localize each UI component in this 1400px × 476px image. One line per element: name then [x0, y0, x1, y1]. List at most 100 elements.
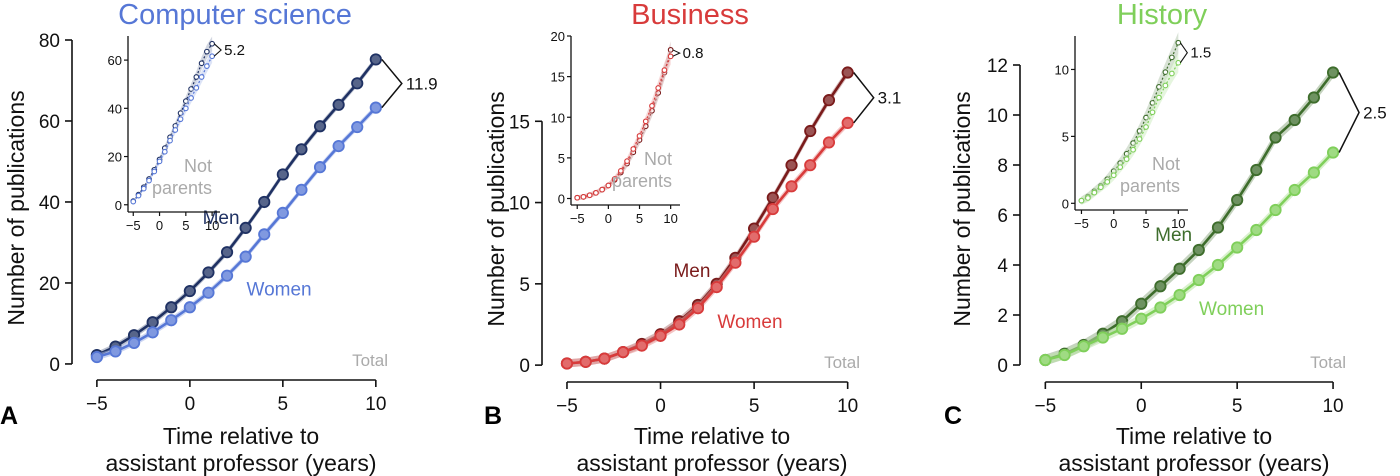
inset-x-tick-label: 10: [663, 211, 677, 226]
inset-point-women: [130, 198, 137, 205]
data-point-women: [295, 183, 308, 196]
data-point-women: [258, 228, 271, 241]
data-point-men: [276, 168, 289, 181]
gap-value-label: 3.1: [878, 89, 902, 108]
y-tick-label: 5: [519, 275, 530, 296]
y-tick-label: 0: [997, 356, 1008, 377]
x-tick-label: 10: [365, 394, 386, 415]
inset-gap-bracket: [1179, 42, 1188, 64]
inset-y-tick-label: 0: [1062, 196, 1069, 211]
y-tick-label: 4: [997, 256, 1008, 277]
data-point-women: [127, 336, 141, 349]
inset-point-women: [605, 182, 612, 189]
inset-point-men: [667, 46, 674, 53]
inset-x-tick-label: 0: [1110, 216, 1117, 231]
inset-y-tick-label: 10: [1055, 62, 1069, 77]
data-point-women: [1326, 146, 1340, 159]
inset-point-women: [649, 103, 655, 109]
y-tick-label: 0: [49, 355, 60, 376]
data-point-men: [202, 266, 215, 279]
inset-point-women: [209, 53, 215, 60]
inset-point-women: [655, 85, 662, 91]
inset-point-women: [146, 177, 152, 184]
x-tick-label: 5: [278, 394, 289, 415]
data-point-men: [1250, 163, 1263, 177]
data-point-women: [1192, 273, 1205, 287]
data-point-men: [1326, 66, 1340, 79]
y-tick-label: 8: [997, 156, 1008, 177]
chart-business: Business B 0 5 10 15 −5 0 5 10 Time relative toass…: [483, 0, 902, 476]
x-axis-label-line2: assistant professor (years): [106, 450, 377, 476]
data-point-men: [146, 316, 159, 329]
y-tick-label: 80: [39, 31, 60, 52]
x-axis-label-line2: assistant professor (years): [577, 450, 848, 476]
data-point-women: [635, 339, 648, 352]
inset-x-tick-label: 10: [205, 218, 219, 233]
inset-note-line2: parents: [152, 178, 212, 198]
inset-point-women: [574, 194, 581, 201]
inset-x-tick-label: 5: [636, 211, 643, 226]
y-tick-label: 15: [509, 112, 530, 133]
inset-line-women: [577, 56, 672, 199]
inset-point-women: [198, 74, 205, 80]
total-note: Total: [824, 353, 860, 372]
data-point-men: [1211, 221, 1225, 234]
series-label-women: Women: [717, 312, 782, 333]
inset-point-women: [1136, 136, 1143, 142]
data-point-women: [1231, 241, 1244, 254]
y-axis-label: Number of publications: [483, 91, 509, 326]
series-label-women: Women: [1199, 299, 1264, 320]
data-point-men: [1173, 262, 1186, 275]
inset-point-women: [1162, 82, 1169, 89]
inset-point-women: [167, 137, 173, 144]
gap-bracket: [1338, 72, 1360, 153]
data-point-women: [1173, 288, 1186, 302]
inset-point-women: [667, 53, 674, 60]
data-point-women: [579, 355, 592, 368]
total-note: Total: [1310, 353, 1346, 372]
inset-point-women: [1117, 164, 1124, 171]
inset-point-women: [1078, 197, 1085, 204]
x-axis-label-line1: Time relative to: [634, 423, 790, 449]
chart-title: Business: [631, 0, 749, 31]
inset-point-women: [193, 84, 200, 91]
inset-point-men: [1169, 54, 1175, 61]
inset-gap-bracket: [672, 49, 681, 57]
y-tick-label: 12: [987, 56, 1008, 77]
inset-point-women: [617, 168, 624, 174]
x-tick-label: −5: [1035, 396, 1057, 417]
inset-x-tick-label: 0: [156, 218, 163, 233]
inset-y-tick-label: 20: [551, 29, 565, 44]
data-point-women: [1135, 312, 1148, 325]
data-point-women: [654, 329, 667, 342]
data-point-women: [1269, 203, 1282, 217]
data-point-men: [822, 94, 836, 107]
data-point-men: [1192, 243, 1205, 257]
inset-band-men: [133, 36, 213, 203]
inset-point-women: [140, 185, 147, 192]
inset-point-women: [1097, 184, 1104, 191]
y-axis-label: Number of publications: [949, 91, 975, 326]
series-band-women: [566, 118, 848, 368]
total-note: Total: [352, 351, 388, 370]
inset-point-women: [593, 189, 599, 196]
data-point-women: [1077, 340, 1090, 353]
data-point-women: [1154, 301, 1167, 314]
chart-title: History: [1117, 0, 1208, 31]
data-point-men: [332, 98, 345, 111]
data-point-women: [202, 286, 215, 299]
inset-note-line1: Not: [184, 156, 212, 176]
x-tick-label: 5: [1232, 396, 1243, 417]
inset-point-women: [161, 148, 168, 155]
series-line-men: [96, 58, 377, 357]
data-point-men: [1231, 193, 1244, 207]
data-point-women: [369, 101, 382, 114]
data-point-men: [295, 143, 308, 156]
panel-computer-science: Computer science A 0 20 40 60 80 −5 0 5 10 Time rel…: [0, 0, 466, 476]
chart-title: Computer science: [118, 0, 352, 31]
data-point-women: [1039, 353, 1052, 367]
data-point-women: [691, 302, 705, 315]
gap-value-label: 11.9: [406, 75, 438, 94]
data-point-women: [165, 314, 178, 327]
inset-y-tick-label: 0: [115, 198, 122, 213]
